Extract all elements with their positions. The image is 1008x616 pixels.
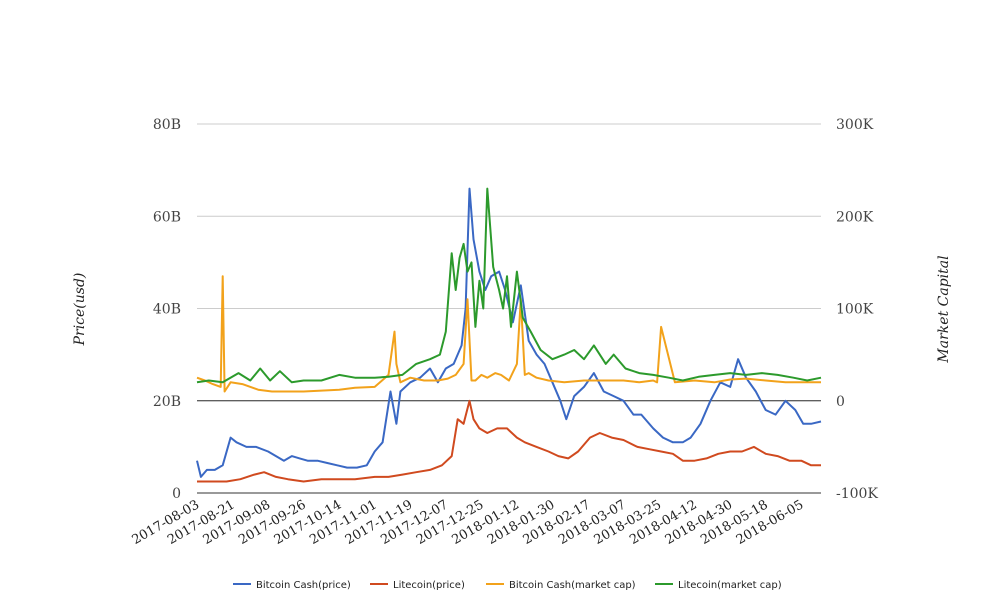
legend-label: Litecoin(market cap) (678, 580, 782, 591)
series-line-bitcoin-cash-market-cap (196, 275, 821, 393)
left-tick-label: 60B (153, 209, 181, 225)
right-tick-label: 300K (836, 117, 874, 133)
series-lines (196, 187, 822, 483)
right-tick-label: 200K (836, 209, 874, 225)
right-axis-title: Market Capital (936, 255, 952, 363)
legend-label: Litecoin(price) (393, 580, 465, 591)
series-line-litecoin-price (197, 399, 821, 483)
series-line-litecoin-market-cap (196, 187, 822, 384)
left-axis-ticks: 0 20B 40B 60B 80B (153, 117, 181, 502)
left-tick-label: 20B (153, 394, 181, 410)
legend-label: Bitcoin Cash(price) (256, 580, 351, 591)
right-tick-label: -100K (836, 486, 878, 502)
right-tick-label: 0 (836, 394, 845, 410)
legend: Bitcoin Cash(price) Litecoin(price) Bitcoi… (233, 580, 782, 591)
left-tick-label: 40B (153, 302, 181, 318)
right-axis-ticks: -100K 0 100K 200K 300K (836, 117, 878, 502)
right-tick-label: 100K (836, 302, 874, 318)
left-tick-label: 80B (153, 117, 181, 133)
legend-label: Bitcoin Cash(market cap) (509, 580, 636, 591)
x-axis-ticks: 2017-08-032017-08-212017-09-082017-09-26… (130, 497, 807, 547)
left-tick-label: 0 (172, 486, 181, 502)
left-axis-title: Price(usd) (72, 273, 88, 347)
series-line-bitcoin-cash-price (196, 187, 822, 478)
